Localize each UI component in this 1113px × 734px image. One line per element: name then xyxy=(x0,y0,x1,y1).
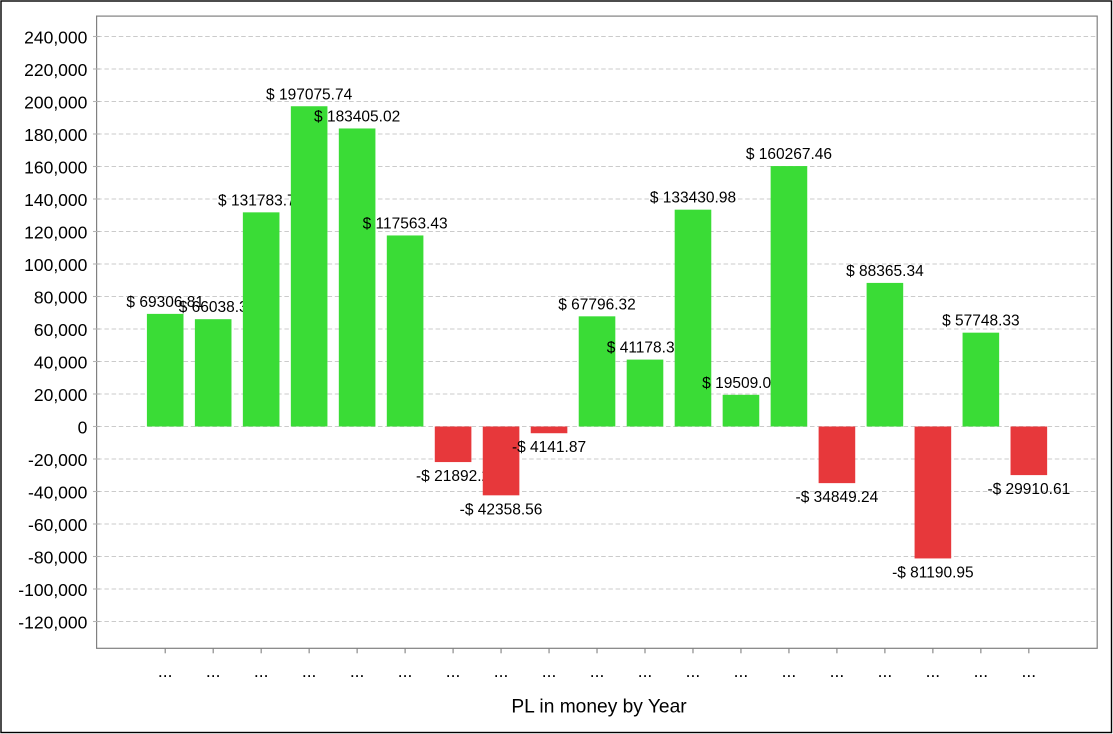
svg-text:...: ... xyxy=(830,661,845,681)
svg-text:160,000: 160,000 xyxy=(24,157,88,177)
svg-text:...: ... xyxy=(494,661,509,681)
svg-text:-$ 29910.61: -$ 29910.61 xyxy=(987,481,1070,498)
svg-text:...: ... xyxy=(398,661,413,681)
svg-text:$ 88365.34: $ 88365.34 xyxy=(846,263,924,280)
svg-text:$ 67796.32: $ 67796.32 xyxy=(558,296,636,313)
svg-text:PL in money by Year: PL in money by Year xyxy=(511,697,687,718)
svg-text:$ 41178.36: $ 41178.36 xyxy=(607,340,683,357)
svg-text:...: ... xyxy=(446,661,461,681)
svg-text:...: ... xyxy=(206,661,221,681)
svg-text:...: ... xyxy=(254,661,269,681)
svg-text:180,000: 180,000 xyxy=(24,125,88,145)
svg-text:140,000: 140,000 xyxy=(24,190,88,210)
svg-text:$ 197075.74: $ 197075.74 xyxy=(266,86,353,103)
svg-text:...: ... xyxy=(158,661,173,681)
svg-text:$ 133430.98: $ 133430.98 xyxy=(650,190,736,207)
svg-text:-20,000: -20,000 xyxy=(28,450,88,470)
svg-text:$ 66038.3: $ 66038.3 xyxy=(179,299,248,316)
svg-text:...: ... xyxy=(302,661,317,681)
svg-text:$ 57748.33: $ 57748.33 xyxy=(942,313,1020,330)
svg-text:$ 19509.08: $ 19509.08 xyxy=(702,375,780,392)
svg-text:-$ 81190.95: -$ 81190.95 xyxy=(892,564,974,581)
svg-text:-120,000: -120,000 xyxy=(18,612,87,632)
svg-text:220,000: 220,000 xyxy=(24,60,88,80)
svg-text:80,000: 80,000 xyxy=(34,287,88,307)
svg-text:100,000: 100,000 xyxy=(24,255,88,275)
svg-text:$ 131783.73: $ 131783.73 xyxy=(218,192,304,209)
svg-text:-$ 21892.2: -$ 21892.2 xyxy=(416,468,490,485)
svg-text:...: ... xyxy=(974,661,989,681)
svg-text:20,000: 20,000 xyxy=(34,385,88,405)
svg-text:...: ... xyxy=(782,661,797,681)
svg-text:200,000: 200,000 xyxy=(24,92,88,112)
svg-text:40,000: 40,000 xyxy=(34,352,88,372)
svg-text:0: 0 xyxy=(78,417,88,437)
svg-text:...: ... xyxy=(638,661,653,681)
svg-text:...: ... xyxy=(878,661,893,681)
svg-text:$ 117563.43: $ 117563.43 xyxy=(363,215,448,232)
svg-text:...: ... xyxy=(734,661,749,681)
svg-text:$ 69306.81: $ 69306.81 xyxy=(126,294,204,311)
svg-text:-$ 34849.24: -$ 34849.24 xyxy=(796,489,879,506)
svg-text:...: ... xyxy=(590,661,605,681)
svg-text:...: ... xyxy=(542,661,557,681)
svg-text:...: ... xyxy=(686,661,701,681)
svg-text:$ 160267.46: $ 160267.46 xyxy=(746,146,832,163)
svg-text:-40,000: -40,000 xyxy=(28,482,88,502)
svg-text:$ 183405.02: $ 183405.02 xyxy=(314,108,400,125)
svg-text:...: ... xyxy=(1022,661,1037,681)
svg-text:-$ 42358.56: -$ 42358.56 xyxy=(460,501,543,518)
svg-text:240,000: 240,000 xyxy=(24,27,88,47)
svg-text:-60,000: -60,000 xyxy=(28,515,88,535)
svg-text:120,000: 120,000 xyxy=(24,222,88,242)
svg-text:...: ... xyxy=(926,661,941,681)
svg-text:60,000: 60,000 xyxy=(34,320,88,340)
svg-text:...: ... xyxy=(350,661,365,681)
svg-text:-80,000: -80,000 xyxy=(28,547,88,567)
svg-text:-$ 4141.87: -$ 4141.87 xyxy=(512,439,586,456)
svg-text:-100,000: -100,000 xyxy=(18,580,87,600)
